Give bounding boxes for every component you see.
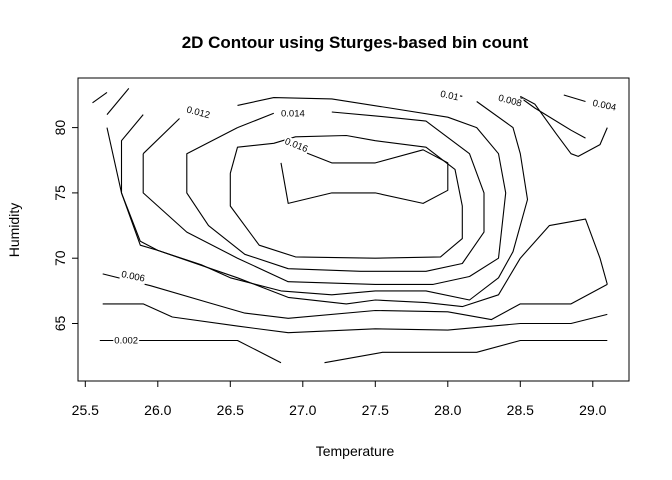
contour-line-0.014-6-0 [186, 111, 485, 272]
contour-label-0.008: 0.008 [497, 93, 523, 110]
contour-line-0.016-7-0 [229, 134, 463, 259]
contour-label-0.016: 0.016 [283, 136, 309, 155]
contour-label-0.012: 0.012 [185, 104, 211, 121]
contour-label-background [438, 88, 461, 104]
contour-line-0.006-2-1 [519, 97, 586, 139]
x-axis-ticks: 25.5 26.0 26.5 27.0 27.5 28.0 28.5 29.0 [72, 381, 607, 418]
contour-line-0.014-6-1 [237, 112, 275, 129]
contour-line-0.004-1-1 [563, 94, 586, 103]
contour-line-0.016-8-0 [280, 149, 449, 204]
x-tick-label: 26.0 [144, 402, 171, 418]
contour-line-0.008-3-1 [106, 127, 608, 308]
contour-line-0.01-4-1 [120, 101, 529, 301]
contour-line-0.012-5-1 [142, 118, 180, 155]
plot-frame [77, 77, 630, 382]
y-tick-label: 75 [52, 185, 68, 201]
contour-label-background [590, 97, 619, 114]
contour-label-0.006: 0.006 [120, 269, 146, 285]
contour-label-background [495, 92, 524, 110]
contour-label-background [184, 104, 213, 122]
y-axis-label: Humidity [6, 203, 22, 257]
contour-lines [92, 88, 608, 364]
contour-label-0.01: 0.01 [439, 89, 459, 104]
x-tick-label: 27.0 [289, 402, 316, 418]
contour-label-0.004: 0.004 [592, 98, 618, 114]
contour-labels: 0.002 0.004 0.006 0.008 0.01 0.012 0.014 0.016 [113, 88, 619, 347]
contour-label-background [119, 268, 147, 285]
contour-line-0.008-3-0 [106, 88, 130, 115]
x-tick-label: 26.5 [217, 402, 244, 418]
contour-line-0.002-0-0 [99, 339, 282, 364]
contour-line-0.006-2-0 [102, 273, 608, 321]
contour-label-0.014: 0.014 [281, 108, 305, 119]
contour-line-0.01-4-0 [92, 91, 108, 104]
x-tick-label: 28.0 [434, 402, 461, 418]
y-axis-ticks: 65 70 75 80 [52, 120, 78, 332]
contour-line-0.002-0-1 [324, 339, 608, 364]
y-tick-label: 80 [52, 120, 68, 136]
x-tick-label: 29.0 [579, 402, 606, 418]
x-tick-label: 28.5 [507, 402, 534, 418]
x-axis-label: Temperature [316, 443, 395, 459]
contour-line-0.012-5-0 [142, 97, 507, 285]
y-tick-label: 65 [52, 316, 68, 332]
contour-label-background [280, 108, 306, 120]
contour-label-0.002: 0.002 [114, 336, 138, 347]
chart-title: 2D Contour using Sturges-based bin count [182, 33, 529, 52]
contour-line-0.008-3-2 [520, 95, 608, 157]
contour-label-background [282, 135, 311, 156]
x-tick-label: 25.5 [72, 402, 99, 418]
y-tick-label: 70 [52, 250, 68, 266]
contour-label-background [113, 335, 140, 347]
x-tick-label: 27.5 [362, 402, 389, 418]
contour-line-0.004-1-0 [102, 303, 608, 334]
